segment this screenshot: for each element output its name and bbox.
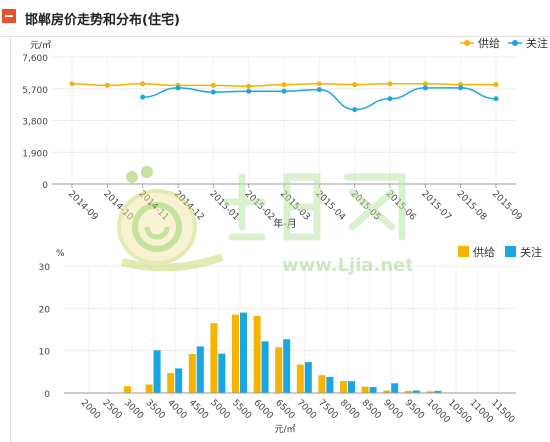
x-tick-label: 8000 <box>338 398 361 421</box>
bar-供给 <box>318 375 326 393</box>
x-tick-label: 4500 <box>187 398 210 421</box>
x-tick-label: 4000 <box>165 398 188 421</box>
bar-关注 <box>369 387 377 393</box>
legend-marker <box>505 246 516 257</box>
y-tick-label: 1,900 <box>22 149 48 159</box>
data-point-关注 <box>316 87 322 93</box>
bar-供给 <box>145 384 153 393</box>
bar-关注 <box>218 353 226 393</box>
bar-关注 <box>348 381 355 393</box>
bar-供给 <box>404 390 412 393</box>
x-tick-label: 8500 <box>359 398 382 421</box>
data-point-供给 <box>422 81 428 87</box>
data-point-供给 <box>387 81 393 87</box>
collapse-icon[interactable] <box>2 9 16 23</box>
legend-marker-dot <box>512 40 518 46</box>
y-tick-label: 5,700 <box>22 86 48 96</box>
bar-关注 <box>304 362 312 393</box>
section-header: 邯郸房价走势和分布(住宅) <box>0 0 550 37</box>
bar-关注 <box>175 368 183 393</box>
x-tick-label: 2500 <box>100 398 123 421</box>
data-point-供给 <box>493 82 499 88</box>
bar-供给 <box>275 347 283 393</box>
data-point-关注 <box>281 88 287 94</box>
data-point-供给 <box>246 83 252 89</box>
legend-label: 关注 <box>526 36 548 50</box>
bar-关注 <box>153 350 161 393</box>
x-tick-label: 2000 <box>79 398 102 421</box>
y-axis-label: % <box>56 249 65 259</box>
x-tick-label: 7000 <box>295 398 318 421</box>
data-point-供给 <box>281 82 287 88</box>
bar-供给 <box>124 386 131 393</box>
x-tick-label: 3000 <box>122 398 145 421</box>
data-point-供给 <box>352 82 358 88</box>
data-point-供给 <box>104 82 110 88</box>
bar-关注 <box>240 312 247 393</box>
legend-label: 供给 <box>473 245 495 259</box>
y-tick-label: 7,600 <box>22 54 48 64</box>
y-tick-label: 20 <box>39 305 51 315</box>
x-tick-label: 6000 <box>251 398 274 421</box>
section-title: 邯郸房价走势和分布(住宅) <box>25 13 180 28</box>
bar-关注 <box>283 339 291 393</box>
bar-供给 <box>167 373 175 393</box>
x-tick-label: 9500 <box>403 398 426 421</box>
bar-关注 <box>391 383 399 393</box>
bar-供给 <box>361 386 369 393</box>
bar-供给 <box>253 315 261 393</box>
legend-marker <box>458 246 469 257</box>
bar-供给 <box>210 323 218 393</box>
data-point-供给 <box>210 82 216 88</box>
data-point-关注 <box>387 96 393 102</box>
y-tick-label: 3,800 <box>22 118 48 128</box>
x-tick-label: 11500 <box>489 398 517 426</box>
bar-供给 <box>232 314 239 393</box>
bar-供给 <box>383 390 391 393</box>
chart-panel <box>10 36 550 442</box>
y-tick-label: 30 <box>39 263 51 273</box>
x-tick-label: 6500 <box>273 398 296 421</box>
y-tick-label: 10 <box>39 348 51 358</box>
y-tick-label: 0 <box>42 181 48 191</box>
x-tick-label: 3500 <box>143 398 166 421</box>
data-point-关注 <box>422 85 428 91</box>
y-tick-label: 0 <box>44 390 50 400</box>
bar-供给 <box>340 381 347 393</box>
data-point-关注 <box>352 107 358 113</box>
data-point-关注 <box>175 85 181 91</box>
data-point-关注 <box>458 85 464 91</box>
data-point-关注 <box>246 88 252 94</box>
bar-关注 <box>412 390 420 393</box>
x-tick-label: 5500 <box>230 398 253 421</box>
bar-关注 <box>326 376 334 393</box>
data-point-供给 <box>140 81 146 87</box>
legend-marker-dot <box>464 40 470 46</box>
legend-label: 关注 <box>520 245 542 259</box>
bar-关注 <box>434 390 442 393</box>
data-point-供给 <box>316 81 322 87</box>
data-point-关注 <box>210 89 216 95</box>
y-axis-label: 元/㎡ <box>30 40 51 51</box>
bar-关注 <box>196 346 204 393</box>
x-tick-label: 5000 <box>208 398 231 421</box>
x-axis-label: 元/㎡ <box>274 424 295 435</box>
legend-label: 供给 <box>478 36 500 50</box>
bar-供给 <box>426 391 434 393</box>
bar-供给 <box>296 364 304 393</box>
x-tick-label: 9000 <box>381 398 404 421</box>
bar-关注 <box>261 341 269 393</box>
data-point-关注 <box>140 94 146 100</box>
x-tick-label: 7500 <box>316 398 339 421</box>
bar-供给 <box>188 354 196 393</box>
data-point-关注 <box>493 96 499 102</box>
data-point-供给 <box>69 81 75 87</box>
